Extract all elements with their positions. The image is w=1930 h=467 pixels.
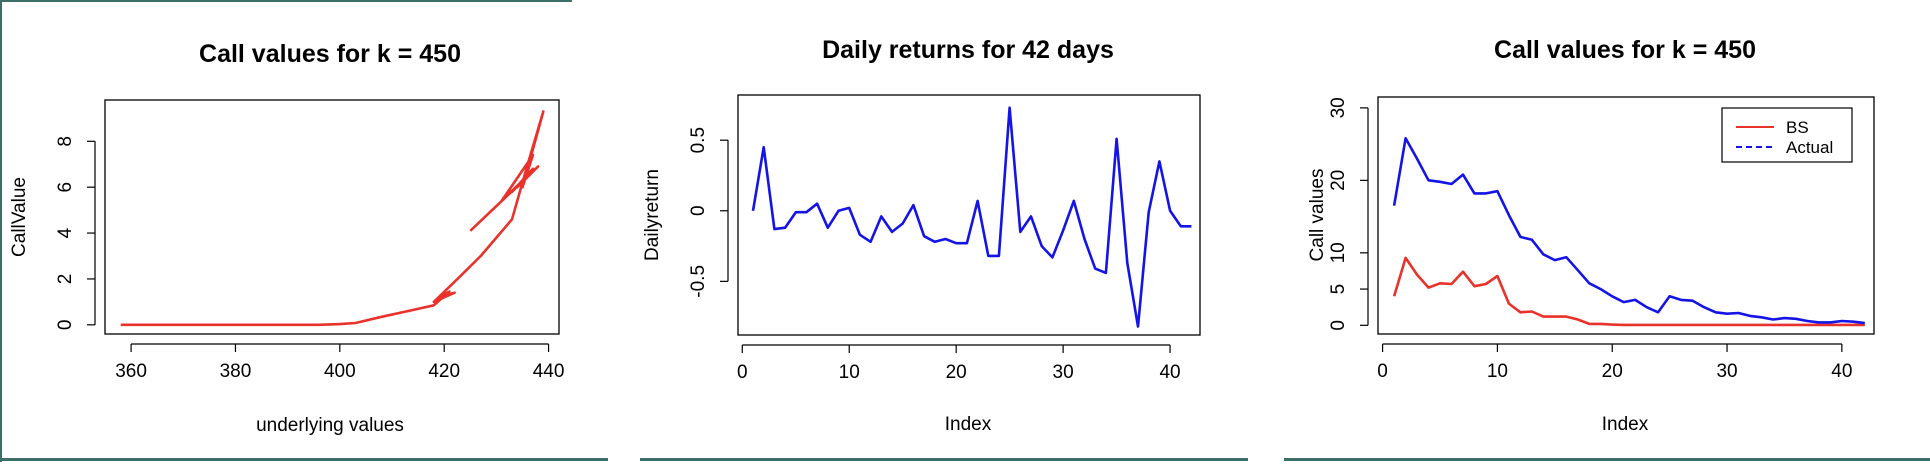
- series-line-1: [751, 106, 1192, 328]
- chart-3-title: Call values for k = 450: [1494, 36, 1756, 64]
- chart-panel-1: Call values for k = 450 360 380 400 420 440 …: [9, 40, 564, 436]
- x-tick-label: 20: [946, 362, 967, 383]
- chart-3-lines: [1392, 137, 1865, 327]
- chart-2-x-axis: 0 10 20 30 40: [737, 344, 1181, 383]
- x-tick-label: 20: [1602, 361, 1623, 382]
- y-tick-label: -0.5: [688, 265, 709, 298]
- chart-2-x-label: Index: [945, 414, 992, 435]
- y-tick-label: 6: [55, 182, 76, 193]
- y-tick-label: 2: [55, 274, 76, 285]
- legend-label-actual: Actual: [1786, 138, 1833, 157]
- x-tick-label: 440: [533, 361, 565, 382]
- chart-3-x-axis: 0 10 20 30 40: [1377, 343, 1852, 382]
- series-line-1: [120, 110, 545, 327]
- series-line-bs: [1392, 256, 1865, 327]
- y-tick-label: 0: [688, 205, 709, 216]
- legend-label-bs: BS: [1786, 118, 1809, 137]
- panel-edge-bottom-2: [640, 458, 1248, 461]
- chart-2-lines: [751, 106, 1192, 328]
- x-tick-label: 420: [428, 361, 460, 382]
- chart-2-y-axis: -0.5 0 0.5: [688, 127, 729, 298]
- series-line-actual: [1392, 137, 1865, 325]
- chart-panel-3: Call values for k = 450 0 10 20 30 40 0 5 10 20…: [1307, 36, 1875, 435]
- y-tick-label: 0.5: [688, 127, 709, 153]
- chart-3-legend: BS Actual: [1721, 107, 1853, 163]
- chart-3-y-axis: 0 5 10 20 30: [1328, 97, 1369, 331]
- chart-1-title: Call values for k = 450: [199, 40, 461, 68]
- x-tick-label: 400: [324, 361, 356, 382]
- y-tick-label: 30: [1328, 97, 1349, 118]
- chart-3-x-label: Index: [1602, 414, 1649, 435]
- x-tick-label: 30: [1053, 362, 1074, 383]
- chart-2-title: Daily returns for 42 days: [822, 36, 1114, 64]
- panel-edge-bottom-1: [0, 458, 608, 461]
- x-tick-label: 10: [1487, 361, 1508, 382]
- chart-3-y-label: Call values: [1307, 169, 1328, 262]
- x-tick-label: 40: [1159, 362, 1180, 383]
- panel-edge-top: [0, 0, 572, 2]
- chart-2-y-label: Dailyreturn: [642, 169, 663, 261]
- chart-1-x-label: underlying values: [256, 415, 404, 436]
- chart-1-y-label: CallValue: [9, 177, 30, 257]
- y-tick-label: 0: [1328, 320, 1349, 331]
- y-tick-label: 0: [55, 320, 76, 331]
- legend-box: [1721, 107, 1853, 163]
- x-tick-label: 40: [1831, 361, 1852, 382]
- x-tick-label: 10: [839, 362, 860, 383]
- y-tick-label: 10: [1328, 242, 1349, 263]
- chart-1-lines: [120, 110, 545, 327]
- chart-1-y-axis: 0 2 4 6 8: [55, 136, 96, 331]
- chart-3-plot-box: [1377, 96, 1875, 335]
- chart-1-x-axis: 360 380 400 420 440: [115, 343, 565, 382]
- x-tick-label: 0: [737, 362, 748, 383]
- x-tick-label: 380: [220, 361, 252, 382]
- x-tick-label: 30: [1716, 361, 1737, 382]
- chart-1-plot-box: [104, 99, 560, 335]
- panel-edge-bottom-3: [1284, 458, 1930, 461]
- chart-panel-2: Daily returns for 42 days 0 10 20 30 40 -0.5…: [642, 36, 1201, 435]
- x-tick-label: 360: [115, 361, 147, 382]
- y-tick-label: 4: [55, 227, 76, 238]
- x-tick-label: 0: [1377, 361, 1388, 382]
- panel-edge-left: [0, 0, 2, 462]
- y-tick-label: 5: [1328, 284, 1349, 295]
- y-tick-label: 8: [55, 136, 76, 147]
- chart-2-plot-box: [737, 94, 1201, 336]
- y-tick-label: 20: [1328, 170, 1349, 191]
